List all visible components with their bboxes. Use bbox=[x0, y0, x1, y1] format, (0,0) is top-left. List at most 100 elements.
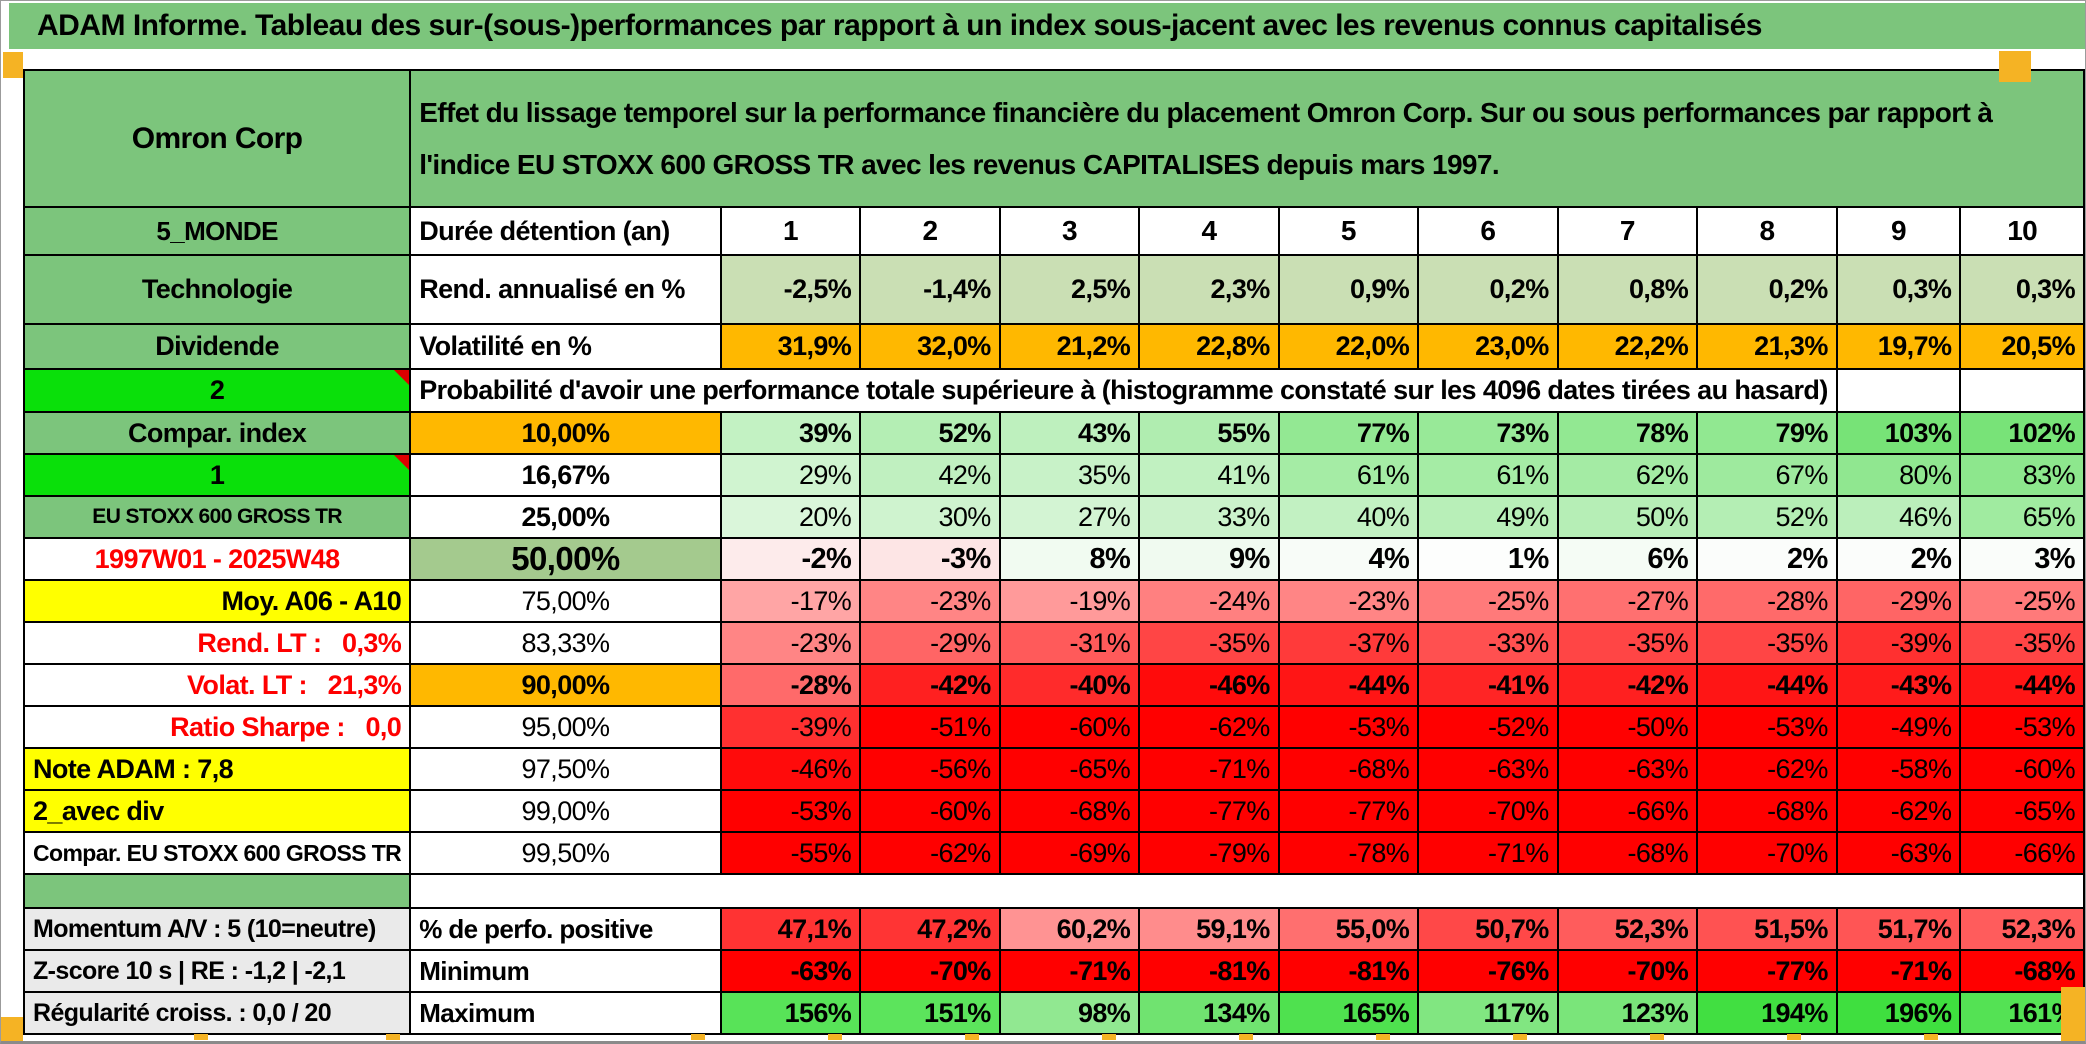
value-cell[interactable]: 117% bbox=[1417, 991, 1559, 1035]
value-cell[interactable]: -3% bbox=[859, 537, 1001, 581]
value-cell[interactable]: -23% bbox=[719, 621, 862, 665]
value-cell[interactable]: 20% bbox=[719, 495, 862, 539]
value-cell[interactable]: 194% bbox=[1696, 991, 1838, 1035]
value-cell[interactable]: -39% bbox=[719, 705, 862, 749]
row-key-cell[interactable]: Durée détention (an) bbox=[409, 206, 722, 256]
value-cell[interactable]: -51% bbox=[859, 705, 1001, 749]
row-key-cell[interactable]: Volatilité en % bbox=[409, 323, 722, 370]
value-cell[interactable]: -63% bbox=[1835, 831, 1962, 875]
value-cell[interactable]: -63% bbox=[1556, 747, 1699, 791]
row-label-cell[interactable]: 1 bbox=[22, 453, 412, 497]
value-cell[interactable]: 42% bbox=[859, 453, 1001, 497]
value-cell[interactable]: 20,5% bbox=[1959, 323, 2085, 370]
value-cell[interactable]: -17% bbox=[719, 579, 862, 623]
value-cell[interactable]: 73% bbox=[1417, 411, 1559, 455]
value-cell[interactable]: 40% bbox=[1277, 495, 1420, 539]
value-cell[interactable]: -44% bbox=[1277, 663, 1420, 707]
value-cell[interactable]: -81% bbox=[1277, 949, 1420, 993]
security-name-cell[interactable]: Omron Corp bbox=[22, 69, 412, 208]
value-cell[interactable]: 46% bbox=[1835, 495, 1962, 539]
value-cell[interactable]: 67% bbox=[1696, 453, 1838, 497]
value-cell[interactable]: -35% bbox=[1696, 621, 1838, 665]
value-cell[interactable]: -55% bbox=[719, 831, 862, 875]
value-cell[interactable]: 41% bbox=[1138, 453, 1280, 497]
value-cell[interactable]: 3 bbox=[998, 206, 1141, 256]
value-cell[interactable]: -70% bbox=[1556, 949, 1699, 993]
value-cell[interactable]: -53% bbox=[1696, 705, 1838, 749]
value-cell[interactable]: -19% bbox=[998, 579, 1141, 623]
value-cell[interactable]: 83% bbox=[1959, 453, 2085, 497]
value-cell[interactable]: 9% bbox=[1138, 537, 1280, 581]
value-cell[interactable]: 21,3% bbox=[1696, 323, 1838, 370]
value-cell[interactable]: 50,7% bbox=[1417, 907, 1559, 951]
quantile-cell[interactable]: 99,00% bbox=[409, 789, 722, 833]
value-cell[interactable]: -65% bbox=[998, 747, 1141, 791]
row-key-cell[interactable]: Maximum bbox=[409, 991, 722, 1035]
quantile-cell[interactable]: 50,00% bbox=[409, 537, 722, 581]
value-cell[interactable]: -62% bbox=[859, 831, 1001, 875]
value-cell[interactable]: 49% bbox=[1417, 495, 1559, 539]
value-cell[interactable]: -49% bbox=[1835, 705, 1962, 749]
row-label-cell[interactable]: Compar. index bbox=[22, 411, 412, 455]
value-cell[interactable]: 31,9% bbox=[719, 323, 862, 370]
row-label-cell[interactable]: Compar. EU STOXX 600 GROSS TR bbox=[22, 831, 412, 875]
value-cell[interactable]: -66% bbox=[1556, 789, 1699, 833]
value-cell[interactable]: 51,5% bbox=[1696, 907, 1838, 951]
value-cell[interactable]: -56% bbox=[859, 747, 1001, 791]
value-cell[interactable]: -66% bbox=[1959, 831, 2085, 875]
value-cell[interactable]: 0,2% bbox=[1417, 254, 1559, 325]
value-cell[interactable]: -69% bbox=[998, 831, 1141, 875]
value-cell[interactable]: -35% bbox=[1959, 621, 2085, 665]
value-cell[interactable]: -40% bbox=[998, 663, 1141, 707]
value-cell[interactable]: 103% bbox=[1835, 411, 1962, 455]
value-cell[interactable]: 123% bbox=[1556, 991, 1699, 1035]
value-cell[interactable]: 27% bbox=[998, 495, 1141, 539]
row-label-cell[interactable]: 2 bbox=[22, 368, 412, 413]
value-cell[interactable]: 78% bbox=[1556, 411, 1699, 455]
quantile-cell[interactable]: 90,00% bbox=[409, 663, 722, 707]
value-cell[interactable]: -68% bbox=[1696, 789, 1838, 833]
value-cell[interactable]: 2% bbox=[1696, 537, 1838, 581]
value-cell[interactable]: -62% bbox=[1696, 747, 1838, 791]
value-cell[interactable]: 2,5% bbox=[998, 254, 1141, 325]
quantile-cell[interactable]: 16,67% bbox=[409, 453, 722, 497]
row-label-cell[interactable]: Dividende bbox=[22, 323, 412, 370]
value-cell[interactable]: -46% bbox=[1138, 663, 1280, 707]
value-cell[interactable]: 22,8% bbox=[1138, 323, 1280, 370]
value-cell[interactable]: -35% bbox=[1138, 621, 1280, 665]
value-cell[interactable]: 52% bbox=[859, 411, 1001, 455]
value-cell[interactable]: -70% bbox=[859, 949, 1001, 993]
value-cell[interactable]: 62% bbox=[1556, 453, 1699, 497]
row-label-cell[interactable]: Technologie bbox=[22, 254, 412, 325]
separator-cell[interactable] bbox=[22, 873, 412, 909]
value-cell[interactable]: -33% bbox=[1417, 621, 1559, 665]
value-cell[interactable]: -53% bbox=[719, 789, 862, 833]
value-cell[interactable]: -65% bbox=[1959, 789, 2085, 833]
value-cell[interactable]: -60% bbox=[1959, 747, 2085, 791]
value-cell[interactable]: 29% bbox=[719, 453, 862, 497]
value-cell[interactable]: 60,2% bbox=[998, 907, 1141, 951]
value-cell[interactable]: 50% bbox=[1556, 495, 1699, 539]
value-cell[interactable]: -62% bbox=[1138, 705, 1280, 749]
value-cell[interactable]: 1% bbox=[1417, 537, 1559, 581]
value-cell[interactable]: -24% bbox=[1138, 579, 1280, 623]
value-cell[interactable]: -77% bbox=[1696, 949, 1838, 993]
value-cell[interactable]: 0,3% bbox=[1835, 254, 1962, 325]
value-cell[interactable]: 134% bbox=[1138, 991, 1280, 1035]
value-cell[interactable]: 7 bbox=[1556, 206, 1699, 256]
value-cell[interactable]: 4% bbox=[1277, 537, 1420, 581]
value-cell[interactable]: 1 bbox=[719, 206, 862, 256]
value-cell[interactable]: -76% bbox=[1417, 949, 1559, 993]
value-cell[interactable]: 47,1% bbox=[719, 907, 862, 951]
value-cell[interactable]: -42% bbox=[1556, 663, 1699, 707]
value-cell[interactable]: -60% bbox=[859, 789, 1001, 833]
value-cell[interactable]: -71% bbox=[1835, 949, 1962, 993]
value-cell[interactable]: -43% bbox=[1835, 663, 1962, 707]
value-cell[interactable]: 2 bbox=[859, 206, 1001, 256]
value-cell[interactable]: 61% bbox=[1417, 453, 1559, 497]
value-cell[interactable]: -68% bbox=[1556, 831, 1699, 875]
value-cell[interactable]: 51,7% bbox=[1835, 907, 1962, 951]
value-cell[interactable]: -77% bbox=[1277, 789, 1420, 833]
value-cell[interactable]: -62% bbox=[1835, 789, 1962, 833]
value-cell[interactable]: 196% bbox=[1835, 991, 1962, 1035]
